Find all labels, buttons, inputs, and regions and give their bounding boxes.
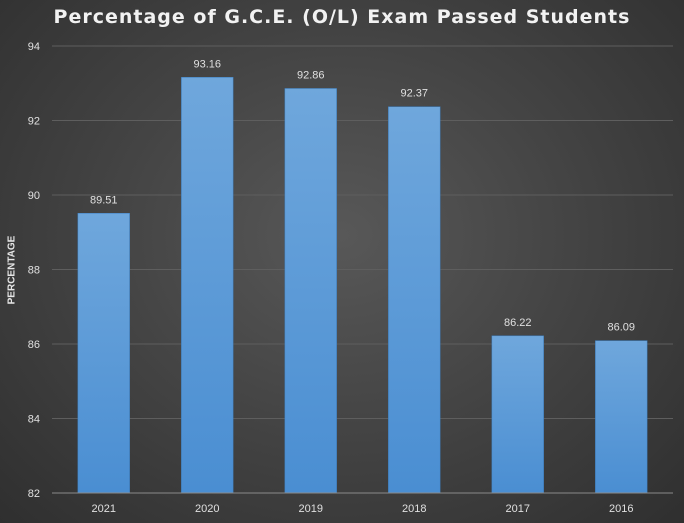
bar-2017 bbox=[491, 335, 544, 494]
data-label-2021: 89.51 bbox=[90, 194, 118, 206]
data-label-2020: 93.16 bbox=[193, 58, 221, 70]
y-tick-label: 82 bbox=[28, 488, 40, 500]
bar-2018 bbox=[388, 106, 441, 494]
y-tick-label: 90 bbox=[28, 190, 40, 202]
chart-title: Percentage of G.C.E. (O/L) Exam Passed S… bbox=[53, 6, 631, 28]
x-tick-label-2016: 2016 bbox=[609, 503, 633, 515]
x-tick-label-2017: 2017 bbox=[506, 503, 530, 515]
y-tick-label: 92 bbox=[28, 116, 40, 128]
bar-2020 bbox=[181, 77, 234, 494]
x-tick-label-2021: 2021 bbox=[92, 503, 116, 515]
x-tick-label-2020: 2020 bbox=[195, 503, 219, 515]
y-tick-label: 86 bbox=[28, 339, 40, 351]
data-label-2018: 92.37 bbox=[400, 88, 428, 100]
data-label-2019: 92.86 bbox=[297, 69, 325, 81]
y-tick-label: 94 bbox=[28, 41, 40, 53]
y-tick-label: 84 bbox=[28, 414, 40, 426]
x-tick-label-2019: 2019 bbox=[299, 503, 323, 515]
bar-2021 bbox=[77, 213, 130, 494]
bar-2019 bbox=[284, 88, 337, 494]
data-label-2017: 86.22 bbox=[504, 317, 532, 329]
x-tick-label-2018: 2018 bbox=[402, 503, 426, 515]
bar-2016 bbox=[595, 340, 648, 494]
data-label-2016: 86.09 bbox=[607, 322, 635, 334]
y-tick-label: 88 bbox=[28, 265, 40, 277]
